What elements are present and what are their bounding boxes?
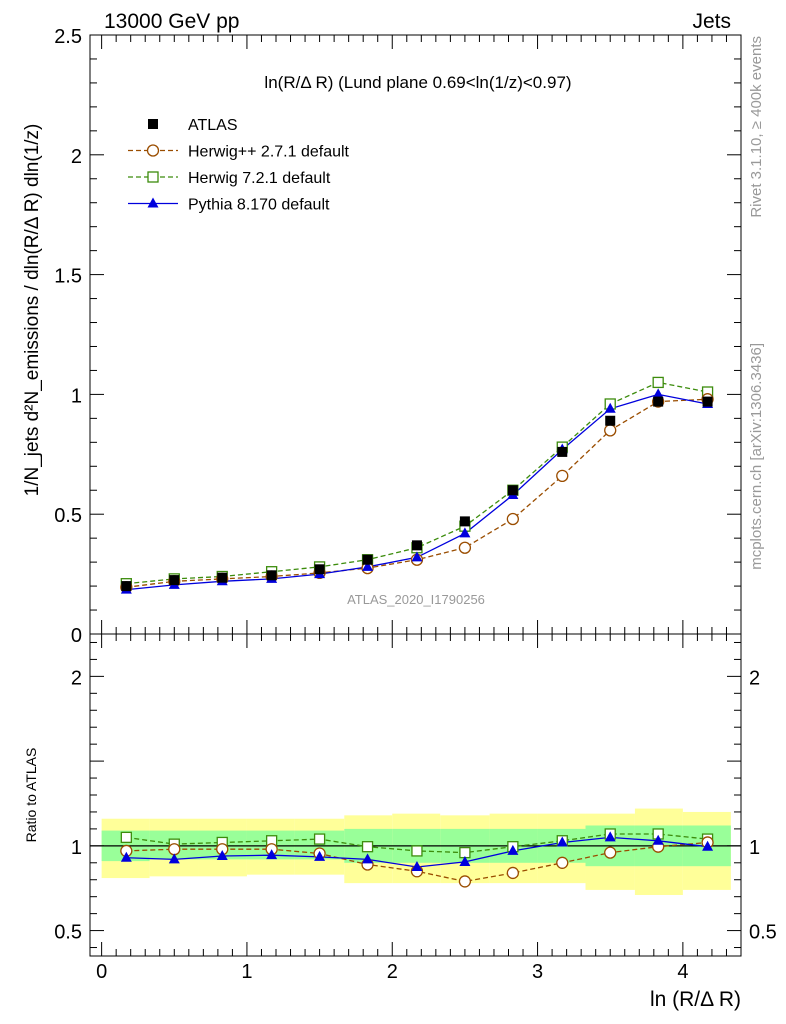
ratio-point-2-8 [507,844,519,855]
legend-label-0: ATLAS [188,117,238,134]
legend-marker-1 [146,144,160,157]
x-tick-label-2: 2 [387,961,398,983]
main-point-0-0 [121,581,132,592]
ratio-point-0-9 [556,856,569,869]
main-point-3-7 [459,527,471,538]
header-left: 13000 GeV pp [104,10,239,33]
legend-label-2: Herwig 7.2.1 default [188,170,331,187]
legend-marker-3 [147,197,159,208]
main-point-0-5 [362,554,373,565]
main-point-0-11 [653,396,664,407]
legend-marker-2 [147,171,159,183]
main-point-0-8 [507,485,518,496]
main-point-1-10 [604,424,617,437]
main-point-2-11 [652,376,664,389]
x-tick-label-1: 1 [241,961,252,983]
mcplots-label: mcplots.cern.ch [arXiv:1306.3436] [748,343,765,570]
ratio-point-2-6 [411,861,423,872]
main-ytick-label-3: 1.5 [54,266,82,288]
ratio-point-0-7 [458,875,472,888]
main-ytick-label-4: 2 [71,146,82,168]
legend-label-1: Herwig++ 2.7.1 default [188,144,350,161]
ratio-point-2-11 [652,834,664,845]
main-point-0-1 [169,575,180,586]
ratio-point-2-5 [362,853,374,864]
header-right: Jets [692,10,731,33]
ratio-point-0-10 [604,846,617,859]
ratio-plot-frame [89,633,742,957]
ratio-point-1-5 [361,841,374,853]
x-tick-label-3: 3 [532,961,543,983]
main-point-0-3 [266,570,277,581]
main-ytick-label-0: 0 [71,625,82,647]
main-point-3-6 [411,551,423,562]
main-point-0-6 [411,540,422,551]
ratio-point-2-3 [266,849,278,860]
x-tick-label-4: 4 [677,961,688,983]
ratio-ytick-label-left-2: 2 [71,667,82,689]
ratio-plot-panel: 0.5 0.5 1 1 2 2 0 1 2 3 4 Ratio to ATLAS ln (R/Δ … [23,633,777,1011]
ratio-ytick-label-right-0: 0.5 [749,922,777,944]
legend-label-3: Pythia 8.170 default [188,197,330,214]
rivet-label: Rivet 3.1.10, ≥ 400k events [748,36,765,218]
main-title: ln(R/Δ R) (Lund plane 0.69<ln(1/z)<0.97) [264,73,571,92]
ratio-point-0-8 [506,866,520,880]
ratio-ylabel: Ratio to ATLAS [23,748,39,843]
main-point-0-9 [557,446,568,457]
main-point-0-12 [702,396,713,407]
ratio-point-2-4 [314,850,326,861]
main-ylabel: 1/N_jets d²N_emissions / dln(R/Δ R) dln(… [22,124,43,497]
watermark: ATLAS_2020_I1790256 [347,592,485,607]
main-point-1-7 [458,541,472,554]
ratio-point-2-0 [120,851,132,862]
main-ytick-label-2: 1 [71,385,82,407]
ratio-point-1-0 [120,831,132,844]
main-point-3-5 [362,560,374,571]
ratio-point-1-6 [411,845,423,857]
main-point-1-8 [506,512,520,526]
legend-marker-0 [148,119,158,129]
main-point-3-11 [652,388,664,399]
main-point-0-4 [314,564,325,575]
ratio-point-2-9 [556,836,568,847]
main-point-0-7 [459,516,470,527]
ratio-point-2-2 [216,850,228,861]
main-ytick-label-5: 2.5 [54,26,82,48]
ratio-ytick-label-right-2: 2 [749,667,760,689]
x-tick-label-0: 0 [96,961,107,983]
x-axis-label: ln (R/Δ R) [650,988,741,1011]
ratio-point-0-1 [168,843,181,856]
ratio-point-2-7 [459,855,471,866]
main-point-0-2 [217,572,228,583]
main-point-1-9 [556,469,569,483]
main-plot-panel: 0 0.5 1 1.5 2 2.5 ln(R/Δ R) (Lund plane 0.69<… [22,26,742,647]
ratio-point-1-4 [313,833,326,845]
main-point-3-10 [604,402,616,413]
ratio-point-2-10 [604,831,616,842]
main-ytick-label-1: 0.5 [54,505,82,527]
main-point-0-10 [605,415,616,426]
ratio-ytick-label-right-1: 1 [749,837,760,859]
legend: ATLAS Herwig++ 2.7.1 default Herwig 7.2.1 … [128,117,350,214]
ratio-ytick-label-left-0: 0.5 [54,922,82,944]
ratio-ytick-label-left-1: 1 [71,837,82,859]
ratio-point-2-12 [702,840,714,851]
ratio-point-2-1 [168,853,180,864]
